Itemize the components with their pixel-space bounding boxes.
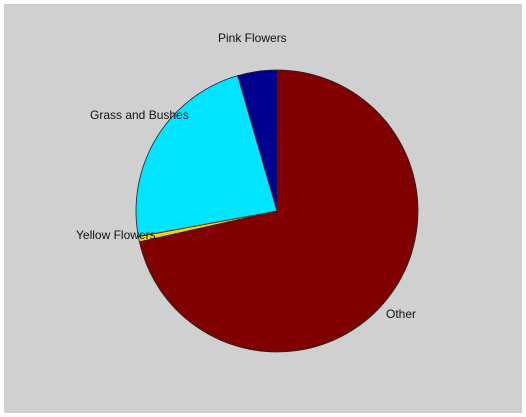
pie-slice-pink-flowers <box>237 69 278 212</box>
slice-label-grass-and-bushes: Grass and Bushes <box>90 108 189 122</box>
pie-slice-other <box>138 69 419 353</box>
slice-label-yellow-flowers: Yellow Flowers <box>76 228 156 242</box>
pie-slice-grass-and-bushes <box>135 75 278 238</box>
pie-chart: Pink Flowers Grass and Bushes Yellow Flo… <box>76 31 419 353</box>
slice-label-pink-flowers: Pink Flowers <box>218 31 287 45</box>
pie-slices <box>135 69 419 353</box>
figure-background: Pink Flowers Grass and Bushes Yellow Flo… <box>4 4 522 413</box>
slice-label-other: Other <box>386 307 416 321</box>
